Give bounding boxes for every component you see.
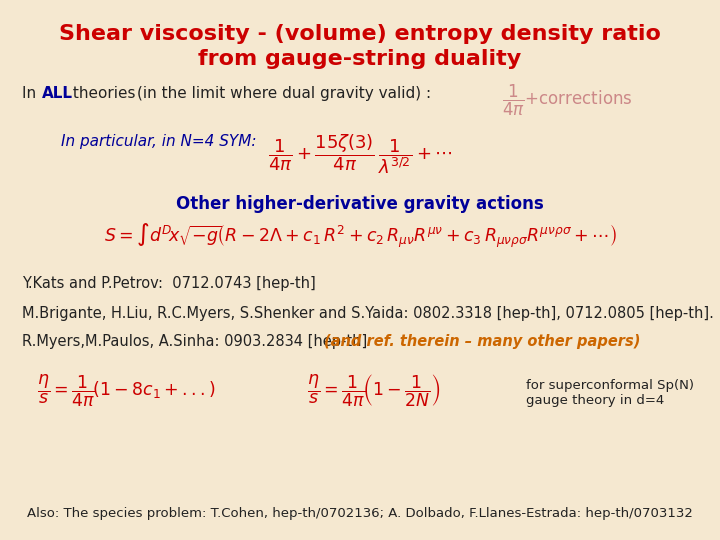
Text: for superconformal Sp(N)
gauge theory in d=4: for superconformal Sp(N) gauge theory in… xyxy=(526,379,693,407)
Text: $\dfrac{\eta}{s} = \dfrac{1}{4\pi}\!\left(1 - \dfrac{1}{2N}\right)$: $\dfrac{\eta}{s} = \dfrac{1}{4\pi}\!\lef… xyxy=(307,373,441,409)
Text: from gauge-string duality: from gauge-string duality xyxy=(199,49,521,69)
Text: Y.Kats and P.Petrov:  0712.0743 [hep-th]: Y.Kats and P.Petrov: 0712.0743 [hep-th] xyxy=(22,276,315,292)
Text: (and ref. therein – many other papers): (and ref. therein – many other papers) xyxy=(324,334,640,349)
Text: Shear viscosity - (volume) entropy density ratio: Shear viscosity - (volume) entropy densi… xyxy=(59,24,661,44)
Text: R.Myers,M.Paulos, A.Sinha: 0903.2834 [hep-th]: R.Myers,M.Paulos, A.Sinha: 0903.2834 [he… xyxy=(22,334,367,349)
Text: $\dfrac{\eta}{s} = \dfrac{1}{4\pi}\!\left(1 - 8c_1 + ...\right)$: $\dfrac{\eta}{s} = \dfrac{1}{4\pi}\!\lef… xyxy=(37,373,215,409)
Text: $\dfrac{1}{4\pi} + \dfrac{15\zeta(3)}{4\pi}\,\dfrac{1}{\lambda^{3/2}} + \cdots$: $\dfrac{1}{4\pi} + \dfrac{15\zeta(3)}{4\… xyxy=(268,132,452,176)
Text: ALL: ALL xyxy=(42,86,73,102)
Text: (in the limit where dual gravity valid) :: (in the limit where dual gravity valid) … xyxy=(137,86,431,102)
Text: theories: theories xyxy=(68,86,135,102)
Text: Also: The species problem: T.Cohen, hep-th/0702136; A. Dolbado, F.Llanes-Estrada: Also: The species problem: T.Cohen, hep-… xyxy=(27,507,693,519)
Text: Other higher-derivative gravity actions: Other higher-derivative gravity actions xyxy=(176,195,544,213)
Text: In: In xyxy=(22,86,40,102)
Text: $\dfrac{1}{4\pi}$$ + \mathrm{corrections}$: $\dfrac{1}{4\pi}$$ + \mathrm{corrections… xyxy=(502,82,632,118)
Text: $S = \int d^D\!x\sqrt{-g}\!\left(R - 2\Lambda + c_1\,R^2 + c_2\,R_{\mu\nu}R^{\mu: $S = \int d^D\!x\sqrt{-g}\!\left(R - 2\L… xyxy=(104,221,616,249)
Text: In particular, in N=4 SYM:: In particular, in N=4 SYM: xyxy=(61,134,257,149)
Text: M.Brigante, H.Liu, R.C.Myers, S.Shenker and S.Yaida: 0802.3318 [hep-th], 0712.08: M.Brigante, H.Liu, R.C.Myers, S.Shenker … xyxy=(22,306,714,321)
